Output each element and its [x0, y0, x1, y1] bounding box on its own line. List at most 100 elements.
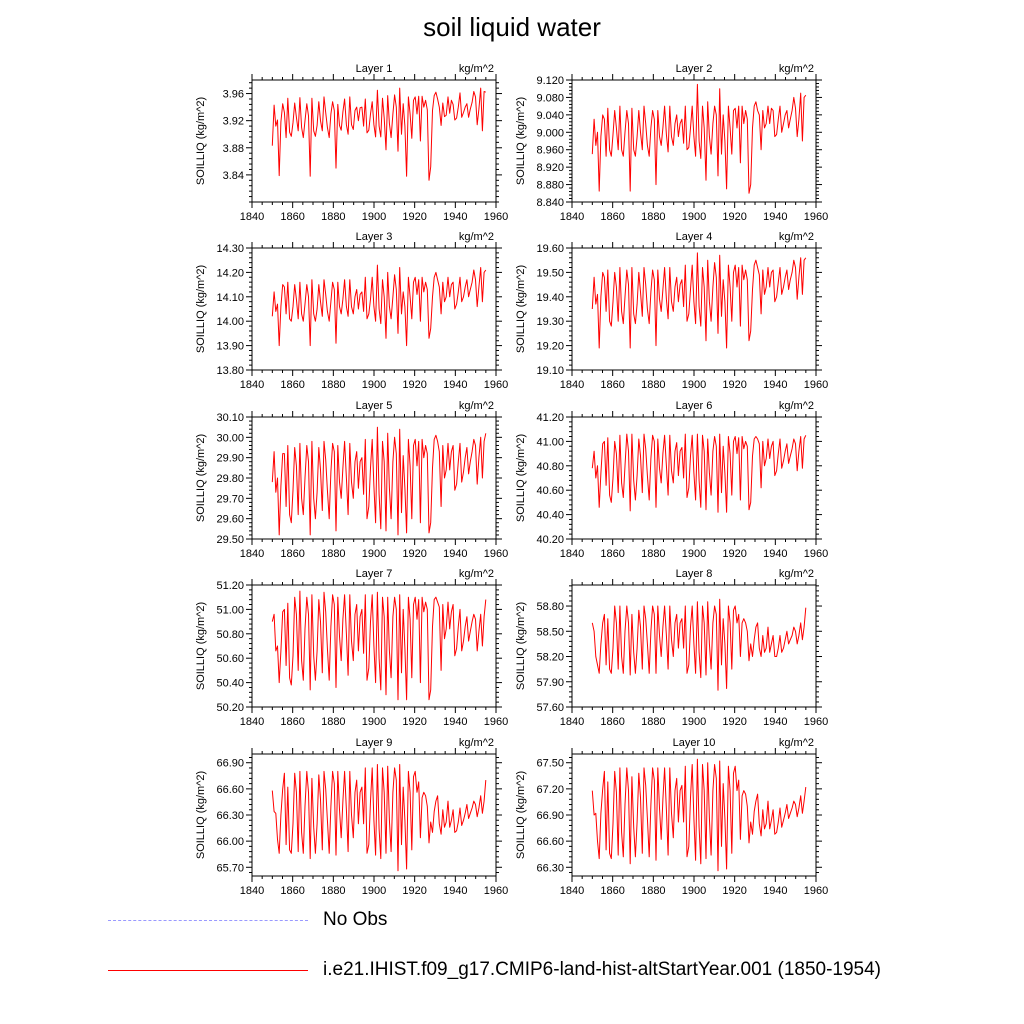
y-axis-label: SOILLIQ (kg/m^2): [195, 434, 207, 522]
x-tick-label: 1860: [600, 885, 624, 897]
x-tick-label: 1940: [443, 548, 467, 560]
x-tick-label: 1920: [402, 548, 426, 560]
y-tick-label: 13.80: [216, 365, 244, 377]
x-tick-label: 1960: [484, 379, 508, 391]
y-tick-label: 3.84: [223, 170, 244, 182]
y-tick-label: 8.960: [536, 145, 564, 157]
y-tick-label: 29.50: [216, 534, 244, 546]
y-tick-label: 51.00: [216, 604, 244, 616]
x-tick-label: 1940: [763, 885, 787, 897]
x-tick-label: 1920: [402, 211, 426, 223]
series-line: [271, 426, 487, 536]
x-tick-label: 1840: [240, 548, 264, 560]
x-tick-label: 1840: [560, 716, 584, 728]
y-tick-label: 66.60: [216, 784, 244, 796]
y-tick-label: 8.840: [536, 197, 564, 209]
y-tick-label: 30.10: [216, 412, 244, 424]
panel-title: Layer 8: [676, 568, 713, 580]
y-tick-label: 41.00: [536, 436, 564, 448]
y-axis-label: SOILLIQ (kg/m^2): [195, 602, 207, 690]
y-tick-label: 14.10: [216, 292, 244, 304]
x-tick-label: 1880: [641, 211, 665, 223]
y-tick-label: 3.92: [223, 116, 244, 128]
y-axis-label: SOILLIQ (kg/m^2): [515, 602, 527, 690]
y-tick-label: 3.96: [223, 89, 244, 101]
x-tick-label: 1860: [600, 211, 624, 223]
panel-unit: kg/m^2: [459, 63, 494, 75]
y-tick-label: 9.040: [536, 110, 564, 122]
x-tick-label: 1900: [362, 211, 386, 223]
y-tick-label: 3.88: [223, 143, 244, 155]
panel-unit: kg/m^2: [459, 231, 494, 243]
panel-unit: kg/m^2: [779, 568, 814, 580]
x-tick-label: 1900: [362, 885, 386, 897]
series-line: [271, 264, 487, 347]
x-tick-label: 1860: [280, 548, 304, 560]
y-tick-label: 66.90: [536, 810, 564, 822]
x-tick-label: 1860: [280, 211, 304, 223]
x-tick-label: 1960: [804, 548, 828, 560]
x-tick-label: 1900: [362, 716, 386, 728]
panel-unit: kg/m^2: [779, 400, 814, 412]
x-tick-label: 1900: [682, 548, 706, 560]
y-tick-label: 19.20: [536, 341, 564, 353]
y-tick-label: 8.920: [536, 162, 564, 174]
y-tick-label: 51.20: [216, 580, 244, 592]
y-tick-label: 29.80: [216, 473, 244, 485]
x-tick-label: 1920: [722, 885, 746, 897]
x-tick-label: 1880: [641, 548, 665, 560]
x-tick-label: 1880: [321, 548, 345, 560]
series-line: [271, 764, 487, 872]
x-tick-label: 1840: [560, 379, 584, 391]
x-tick-label: 1920: [722, 211, 746, 223]
x-tick-label: 1860: [280, 716, 304, 728]
y-tick-label: 50.40: [216, 678, 244, 690]
x-tick-label: 1920: [722, 548, 746, 560]
x-tick-label: 1840: [240, 716, 264, 728]
x-tick-label: 1920: [722, 379, 746, 391]
x-tick-label: 1880: [321, 211, 345, 223]
x-tick-label: 1840: [560, 885, 584, 897]
y-tick-label: 40.60: [536, 485, 564, 497]
panel-layer-1: 1840 1860 1880 1900 1920 1940 1960 3.84 3.88 3.92…: [195, 63, 508, 223]
series-line: [271, 590, 487, 701]
y-tick-label: 9.080: [536, 92, 564, 104]
panel-unit: kg/m^2: [459, 737, 494, 749]
y-tick-label: 40.80: [536, 461, 564, 473]
x-tick-label: 1940: [763, 716, 787, 728]
panel-unit: kg/m^2: [779, 231, 814, 243]
y-tick-label: 50.60: [216, 653, 244, 665]
x-tick-label: 1900: [682, 379, 706, 391]
panel-layer-9: 1840 1860 1880 1900 1920 1940 1960 65.70 66.00 66…: [195, 737, 508, 897]
y-tick-label: 19.60: [536, 243, 564, 255]
panel-title: Layer 10: [673, 737, 716, 749]
panel-unit: kg/m^2: [779, 63, 814, 75]
y-tick-label: 13.90: [216, 341, 244, 353]
x-tick-label: 1940: [443, 716, 467, 728]
y-tick-label: 58.80: [536, 601, 564, 613]
x-tick-label: 1940: [443, 211, 467, 223]
x-tick-label: 1880: [321, 379, 345, 391]
series-line: [591, 83, 807, 194]
y-axis-label: SOILLIQ (kg/m^2): [515, 434, 527, 522]
y-tick-label: 29.70: [216, 493, 244, 505]
x-tick-label: 1900: [682, 885, 706, 897]
x-tick-label: 1840: [240, 379, 264, 391]
y-tick-label: 19.50: [536, 267, 564, 279]
x-tick-label: 1860: [600, 548, 624, 560]
y-tick-label: 58.20: [536, 652, 564, 664]
panel-title: Layer 2: [676, 63, 713, 75]
panel-title: Layer 4: [676, 231, 713, 243]
x-tick-label: 1880: [321, 716, 345, 728]
x-tick-label: 1960: [804, 716, 828, 728]
figure-title: soil liquid water: [423, 12, 601, 42]
y-tick-label: 58.50: [536, 626, 564, 638]
y-tick-label: 41.20: [536, 412, 564, 424]
panel-unit: kg/m^2: [459, 568, 494, 580]
y-tick-label: 50.80: [216, 629, 244, 641]
series-line: [591, 598, 807, 691]
x-tick-label: 1880: [641, 379, 665, 391]
y-axis-label: SOILLIQ (kg/m^2): [195, 97, 207, 185]
y-tick-label: 50.20: [216, 702, 244, 714]
x-tick-label: 1860: [280, 379, 304, 391]
